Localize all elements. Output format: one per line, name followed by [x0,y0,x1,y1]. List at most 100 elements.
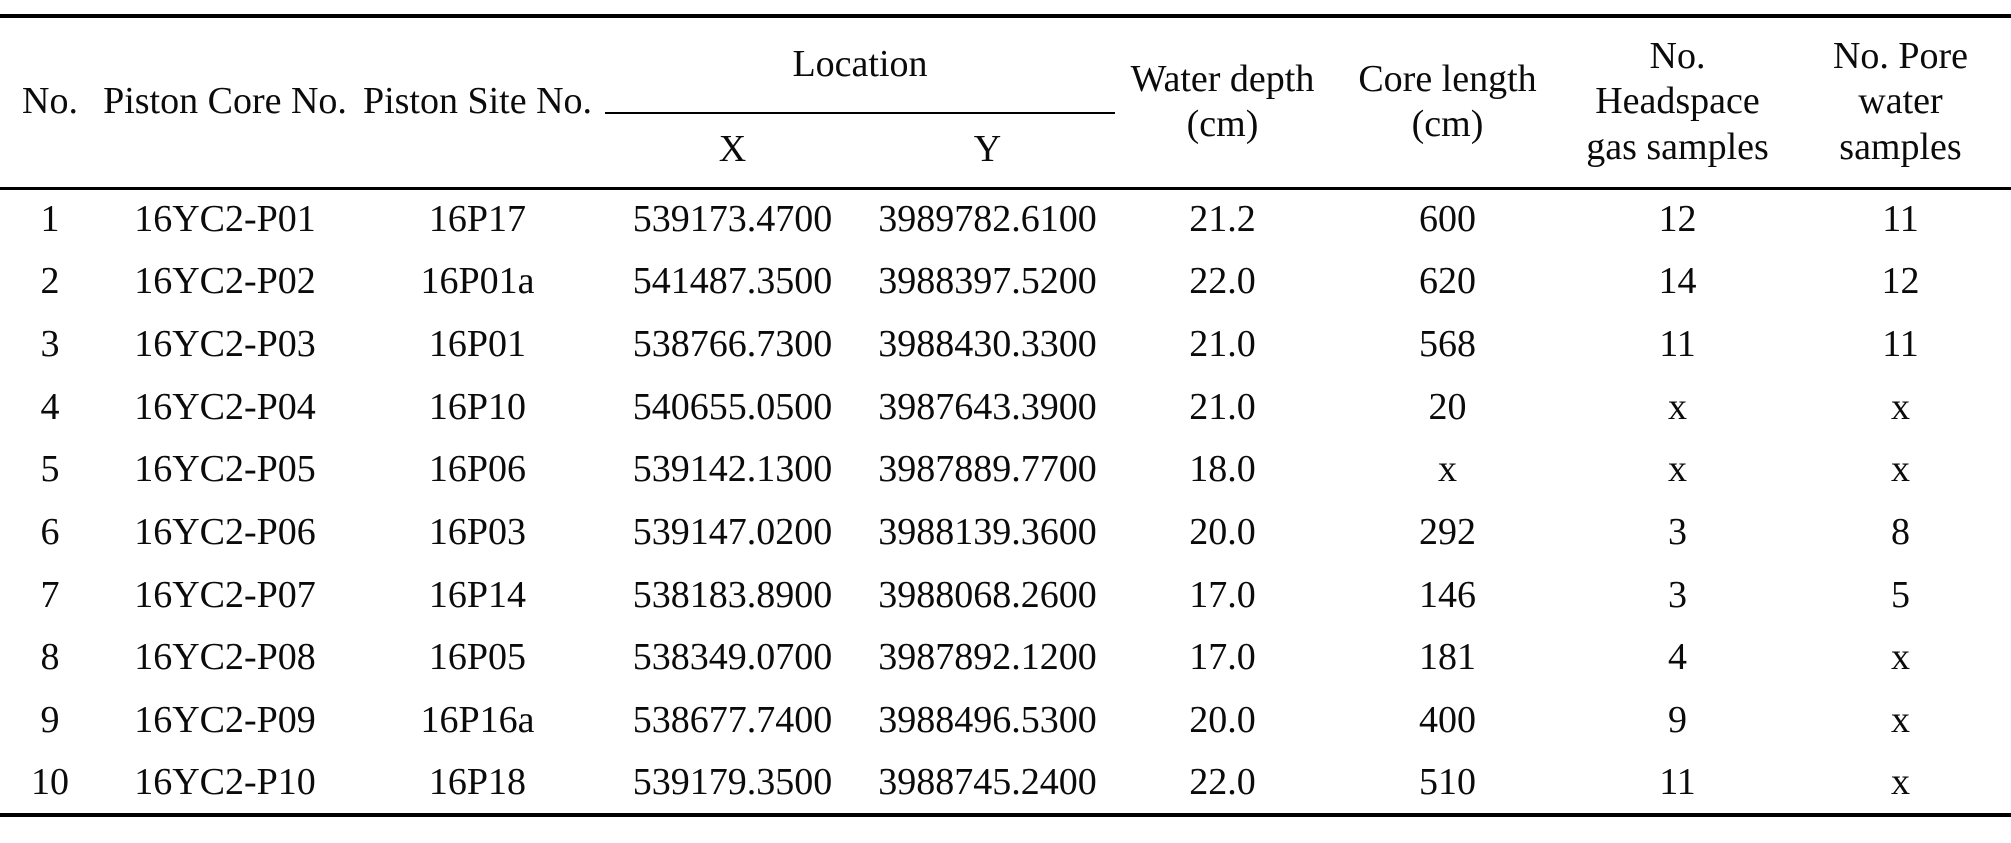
cell-pore-water-samples: x [1891,385,1910,428]
cell-core-length: 181 [1419,636,1476,679]
header-row-1: No. Piston Core No. Piston Site No. Loca… [0,16,2011,168]
water-depth-line2: (cm) [1186,103,1259,146]
cell-core-length: 20 [1428,385,1467,428]
cell-pore-water-samples: 12 [1881,260,1920,303]
core-length-line1: Core length [1358,57,1537,100]
table-row: 1 16YC2-P01 16P17 539173.4700 3989782.61… [0,188,2011,251]
cell-headspace-samples: 3 [1668,510,1687,553]
cell-headspace-samples: 3 [1668,573,1687,616]
col-header-no: No. [22,80,78,123]
cell-location-x: 539147.0200 [632,510,833,553]
cell-headspace-samples: 12 [1658,198,1697,241]
cell-no: 6 [40,510,60,553]
table-row: 5 16YC2-P05 16P06 539142.1300 3987889.77… [0,439,2011,502]
cell-piston-site-no: 16P10 [428,385,527,428]
cell-pore-water-samples: 11 [1882,322,1919,365]
cell-headspace-samples: 11 [1659,322,1696,365]
cell-pore-water-samples: x [1891,636,1910,679]
cell-no: 5 [40,448,60,491]
cell-piston-site-no: 16P14 [428,573,527,616]
cell-headspace-samples: x [1668,385,1687,428]
pore-line3: samples [1839,126,1962,169]
cell-location-x: 538766.7300 [632,322,833,365]
cell-water-depth: 20.0 [1189,510,1256,553]
cell-water-depth: 21.0 [1189,322,1256,365]
cell-no: 8 [40,636,60,679]
cell-no: 2 [40,260,60,303]
cell-location-y: 3988397.5200 [878,260,1097,303]
cell-location-y: 3987643.3900 [878,385,1097,428]
cell-headspace-samples: 11 [1659,760,1696,803]
cell-location-y: 3988068.2600 [878,573,1097,616]
cell-core-length: 146 [1419,573,1476,616]
table-row: 2 16YC2-P02 16P01a 541487.3500 3988397.5… [0,251,2011,314]
col-header-piston-core-no: Piston Core No. [103,80,347,123]
cell-core-length: 510 [1419,760,1476,803]
cell-piston-site-no: 16P01a [420,260,535,303]
cell-no: 7 [40,573,60,616]
headspace-line1: No. [1649,34,1706,77]
cell-water-depth: 21.0 [1189,385,1256,428]
core-length-line2: (cm) [1411,103,1484,146]
table-row: 9 16YC2-P09 16P16a 538677.7400 3988496.5… [0,690,2011,753]
cell-headspace-samples: 4 [1668,636,1687,679]
water-depth-line1: Water depth [1130,57,1315,100]
cell-pore-water-samples: x [1891,699,1910,742]
col-header-piston-site-no: Piston Site No. [362,80,593,123]
cell-no: 3 [40,322,60,365]
cell-water-depth: 17.0 [1189,573,1256,616]
cell-water-depth: 21.2 [1189,198,1256,241]
cell-location-x: 539142.1300 [632,448,833,491]
cell-piston-site-no: 16P16a [420,699,535,742]
cell-piston-core-no: 16YC2-P09 [134,699,316,742]
table-row: 6 16YC2-P06 16P03 539147.0200 3988139.36… [0,501,2011,564]
cell-water-depth: 22.0 [1189,260,1256,303]
cell-piston-site-no: 16P01 [428,322,527,365]
cell-piston-core-no: 16YC2-P05 [134,448,316,491]
cell-water-depth: 18.0 [1189,448,1256,491]
cell-piston-core-no: 16YC2-P08 [134,636,316,679]
cell-location-y: 3988430.3300 [878,322,1097,365]
cell-location-x: 538183.8900 [632,573,833,616]
cell-location-y: 3988745.2400 [878,760,1097,803]
cell-location-x: 539173.4700 [632,198,833,241]
col-header-water-depth: Water depth (cm) [1115,16,1330,188]
cell-piston-core-no: 16YC2-P03 [134,322,316,365]
headspace-line3: gas samples [1586,126,1769,169]
cell-piston-site-no: 16P18 [428,760,527,803]
cell-core-length: 620 [1419,260,1476,303]
cell-piston-site-no: 16P05 [428,636,527,679]
cell-water-depth: 20.0 [1189,699,1256,742]
cell-core-length: x [1438,448,1457,491]
cell-headspace-samples: 9 [1668,699,1687,742]
cell-no: 1 [40,198,60,241]
col-header-location: Location [605,16,1115,114]
cell-location-y: 3988496.5300 [878,699,1097,742]
cell-core-length: 292 [1419,510,1476,553]
cell-core-length: 400 [1419,699,1476,742]
cell-location-y: 3989782.6100 [878,198,1097,241]
table-row: 3 16YC2-P03 16P01 538766.7300 3988430.33… [0,313,2011,376]
piston-core-table: No. Piston Core No. Piston Site No. Loca… [0,14,2011,817]
cell-pore-water-samples: 11 [1882,198,1919,241]
cell-piston-site-no: 16P03 [428,510,527,553]
cell-location-x: 539179.3500 [632,760,833,803]
cell-piston-site-no: 16P17 [428,198,527,241]
headspace-line2: Headspace [1595,80,1760,123]
pore-line1: No. Pore [1832,34,1969,77]
col-header-pore-water-samples: No. Pore water samples [1790,16,2011,188]
cell-location-y: 3987892.1200 [878,636,1097,679]
cell-water-depth: 17.0 [1189,636,1256,679]
cell-pore-water-samples: x [1891,448,1910,491]
table-row: 10 16YC2-P10 16P18 539179.3500 3988745.2… [0,752,2011,815]
cell-core-length: 600 [1419,198,1476,241]
cell-piston-site-no: 16P06 [428,448,527,491]
cell-pore-water-samples: 8 [1891,510,1910,553]
cell-piston-core-no: 16YC2-P04 [134,385,316,428]
cell-water-depth: 22.0 [1189,760,1256,803]
header-row-2: X Y [0,113,2011,188]
table-row: 4 16YC2-P04 16P10 540655.0500 3987643.39… [0,376,2011,439]
cell-location-y: 3988139.3600 [878,510,1097,553]
col-header-location-x: X [718,128,747,171]
